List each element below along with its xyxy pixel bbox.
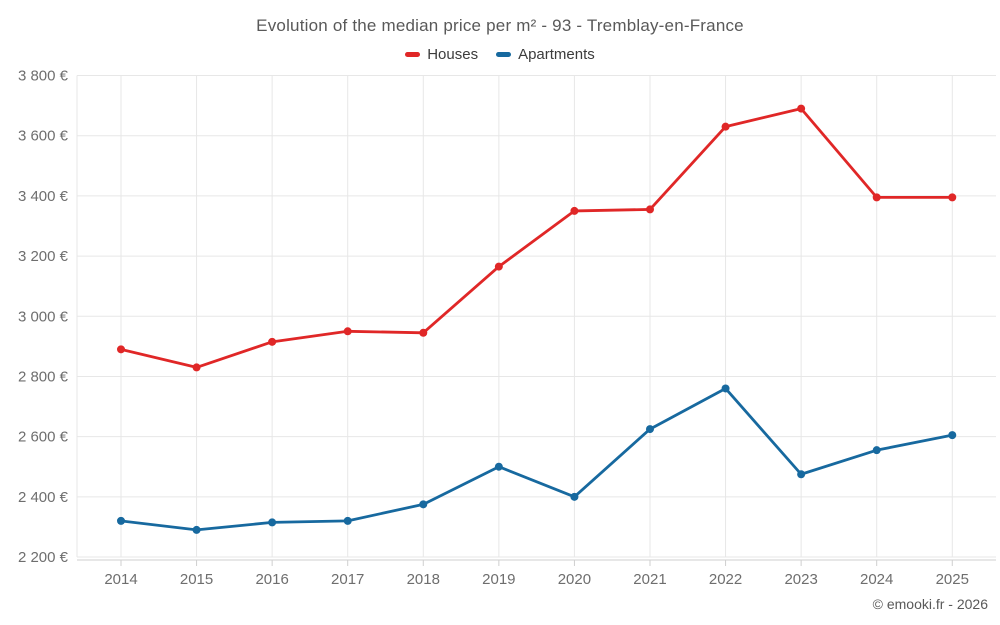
apartments-legend-marker-icon bbox=[496, 52, 512, 57]
y-axis-label: 3 200 € bbox=[18, 248, 69, 265]
apartments-point-2014[interactable] bbox=[117, 516, 125, 525]
apartments-point-2017[interactable] bbox=[343, 516, 352, 525]
apartments-point-2015[interactable] bbox=[192, 525, 201, 534]
houses-point-2019[interactable] bbox=[494, 262, 503, 271]
x-axis-label: 2025 bbox=[936, 571, 969, 588]
houses-point-2015[interactable] bbox=[192, 363, 201, 372]
y-axis-label: 3 400 € bbox=[18, 188, 69, 205]
chart-title: Evolution of the median price per m² - 9… bbox=[256, 16, 744, 35]
houses-point-2021[interactable] bbox=[645, 205, 654, 214]
chart-legend: Houses Apartments bbox=[0, 46, 1000, 63]
houses-legend-marker-icon bbox=[405, 52, 421, 57]
apartments-point-2022[interactable] bbox=[721, 384, 730, 393]
x-axis-label: 2016 bbox=[255, 571, 288, 588]
apartments-point-2024[interactable] bbox=[872, 446, 881, 455]
x-axis-label: 2019 bbox=[482, 571, 515, 588]
legend-label-houses: Houses bbox=[427, 46, 479, 63]
y-axis-label: 2 600 € bbox=[18, 429, 69, 446]
x-axis-label: 2023 bbox=[784, 571, 817, 588]
legend-item-apartments[interactable]: Apartments bbox=[496, 46, 595, 63]
y-axis-label: 2 400 € bbox=[18, 489, 69, 506]
houses-point-2024[interactable] bbox=[872, 193, 881, 202]
apartments-line bbox=[119, 387, 954, 532]
houses-line bbox=[119, 107, 954, 369]
y-axis-label: 2 200 € bbox=[18, 549, 69, 566]
y-axis-label: 2 800 € bbox=[18, 368, 69, 385]
x-axis-label: 2024 bbox=[860, 571, 893, 588]
houses-point-2025[interactable] bbox=[948, 193, 957, 202]
houses-point-2023[interactable] bbox=[797, 104, 806, 113]
apartments-point-2016[interactable] bbox=[268, 518, 277, 527]
apartments-point-2025[interactable] bbox=[948, 431, 957, 440]
apartments-point-2023[interactable] bbox=[797, 470, 806, 479]
houses-point-2020[interactable] bbox=[570, 206, 579, 215]
x-axis-label: 2017 bbox=[331, 571, 364, 588]
y-axis-label: 3 800 € bbox=[18, 68, 69, 85]
x-axis-label: 2020 bbox=[558, 571, 591, 588]
houses-point-2018[interactable] bbox=[419, 328, 428, 337]
x-axis-label: 2015 bbox=[180, 571, 213, 588]
legend-label-apartments: Apartments bbox=[518, 46, 595, 63]
x-axis-label: 2014 bbox=[104, 571, 137, 588]
apartments-point-2018[interactable] bbox=[419, 500, 428, 509]
houses-point-2022[interactable] bbox=[721, 122, 730, 131]
legend-item-houses[interactable]: Houses bbox=[405, 46, 478, 63]
houses-point-2014[interactable] bbox=[117, 345, 125, 354]
x-axis-label: 2021 bbox=[633, 571, 666, 588]
apartments-point-2021[interactable] bbox=[645, 425, 654, 434]
credit-text: © emooki.fr - 2026 bbox=[872, 596, 988, 612]
apartments-point-2019[interactable] bbox=[494, 462, 503, 471]
apartments-point-2020[interactable] bbox=[570, 492, 579, 501]
x-axis-label: 2022 bbox=[709, 571, 742, 588]
houses-point-2016[interactable] bbox=[268, 337, 277, 346]
houses-point-2017[interactable] bbox=[343, 327, 352, 336]
y-axis-label: 3 600 € bbox=[18, 128, 69, 145]
x-axis-label: 2018 bbox=[407, 571, 440, 588]
y-axis-label: 3 000 € bbox=[18, 308, 69, 325]
